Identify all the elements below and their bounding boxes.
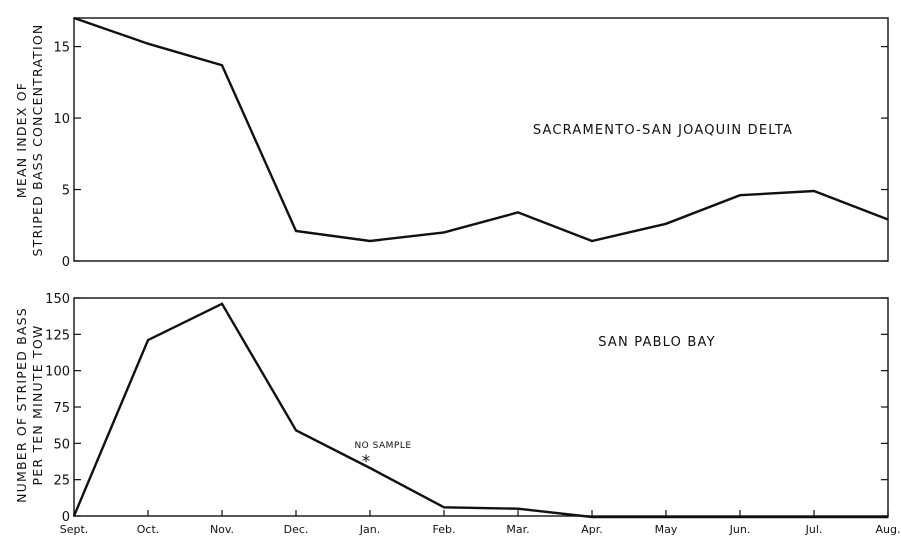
bottom-ytick-label: 125 bbox=[45, 328, 70, 343]
panel-top: 0 5 10 15 SACRAMENTO-SAN JOAQUIN DELTA MEAN… bbox=[14, 17, 889, 270]
top-data-point bbox=[221, 64, 223, 66]
top-data-point bbox=[739, 194, 741, 196]
top-plot-frame bbox=[74, 18, 888, 261]
top-ytick-label: 10 bbox=[53, 112, 70, 127]
top-panel-label: SACRAMENTO-SAN JOAQUIN DELTA bbox=[533, 123, 793, 138]
top-data-point bbox=[517, 212, 519, 214]
no-sample-note: NO SAMPLE bbox=[354, 441, 411, 451]
bottom-ylabel-line2: PER TEN MINUTE TOW bbox=[30, 325, 45, 486]
no-sample-marker: * bbox=[362, 452, 371, 472]
top-data-point bbox=[443, 232, 445, 234]
top-data-point bbox=[147, 43, 149, 45]
bottom-ytick-label: 150 bbox=[45, 292, 70, 307]
bottom-data-point bbox=[295, 429, 297, 431]
top-data-point bbox=[295, 230, 297, 232]
bottom-data-point bbox=[443, 506, 445, 508]
bottom-data-point bbox=[517, 508, 519, 510]
bottom-data-point bbox=[591, 516, 593, 518]
top-ytick-label: 15 bbox=[53, 41, 70, 56]
xtick-label: Aug. bbox=[876, 523, 901, 536]
bottom-ytick-label: 50 bbox=[53, 437, 70, 452]
bottom-data-point bbox=[147, 339, 149, 341]
top-data-point bbox=[813, 190, 815, 192]
top-ytick-label: 5 bbox=[62, 184, 70, 199]
bottom-xticks: Sept. Oct. Nov. Dec. Jan. Feb. Mar. Apr. May Jun.… bbox=[60, 510, 901, 536]
top-data-point bbox=[665, 223, 667, 225]
top-ylabel-line2: STRIPED BASS CONCENTRATION bbox=[30, 24, 45, 257]
top-yticks: 0 5 10 15 bbox=[53, 41, 888, 270]
bottom-data-point bbox=[887, 516, 889, 518]
bottom-series bbox=[73, 303, 889, 518]
xtick-label: Feb. bbox=[433, 523, 456, 536]
bottom-data-point bbox=[73, 515, 75, 517]
bottom-data-point bbox=[221, 303, 223, 305]
bottom-ytick-label: 25 bbox=[53, 474, 70, 489]
xtick-label: Dec. bbox=[284, 523, 309, 536]
top-data-point bbox=[369, 240, 371, 242]
bottom-plot-frame bbox=[74, 298, 888, 516]
bottom-data-point bbox=[665, 516, 667, 518]
bottom-panel-label: SAN PABLO BAY bbox=[598, 335, 716, 350]
xtick-label: Apr. bbox=[581, 523, 603, 536]
top-data-point bbox=[591, 240, 593, 242]
bottom-ylabel-line1: NUMBER OF STRIPED BASS bbox=[14, 307, 29, 503]
bottom-ytick-label: 75 bbox=[53, 401, 70, 416]
top-data-point bbox=[73, 17, 75, 19]
top-ytick-label: 0 bbox=[62, 255, 70, 270]
xtick-label: May bbox=[655, 523, 678, 536]
bottom-data-point bbox=[813, 516, 815, 518]
xtick-label: Oct. bbox=[137, 523, 160, 536]
bottom-ytick-label: 100 bbox=[45, 365, 70, 380]
xtick-label: Sept. bbox=[60, 523, 89, 536]
xtick-label: Mar. bbox=[506, 523, 529, 536]
xtick-label: Nov. bbox=[210, 523, 234, 536]
xtick-label: Jun. bbox=[729, 523, 751, 536]
bottom-data-point bbox=[739, 516, 741, 518]
top-ylabel-line1: MEAN INDEX OF bbox=[14, 82, 29, 198]
bottom-series-line bbox=[74, 304, 888, 517]
xtick-label: Jan. bbox=[359, 523, 380, 536]
top-data-point bbox=[887, 219, 889, 221]
xtick-label: Jul. bbox=[805, 523, 823, 536]
